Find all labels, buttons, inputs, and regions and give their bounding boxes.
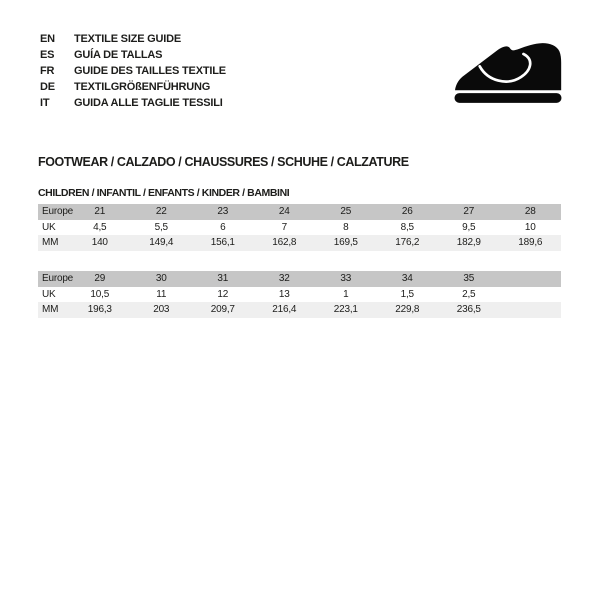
size-cell: 9,5 (438, 219, 500, 235)
size-cell: 13 (253, 286, 315, 302)
category-title: CHILDREN / INFANTIL / ENFANTS / KINDER /… (38, 187, 290, 199)
size-cell: 29 (69, 271, 131, 287)
size-cell: 156,1 (192, 235, 254, 251)
size-cell: 4,5 (69, 219, 131, 235)
size-cell: 5,5 (130, 219, 192, 235)
size-cell: 149,4 (130, 235, 192, 251)
size-cell (499, 271, 561, 287)
size-table-2: Europe 29 30 31 32 33 34 35 UK 10,5 11 12 13 1 1,5 2,5 M… (38, 271, 561, 318)
size-cell: 176,2 (376, 235, 438, 251)
size-cell: 1 (315, 286, 377, 302)
language-row: DE TEXTILGRÖßENFÜHRUNG (40, 79, 226, 95)
size-cell: 25 (315, 204, 377, 220)
size-cell: 216,4 (253, 302, 315, 318)
section-title: FOOTWEAR / CALZADO / CHAUSSURES / SCHUHE… (38, 155, 409, 169)
size-cell: 30 (130, 271, 192, 287)
language-code: DE (40, 81, 55, 93)
size-table-1: Europe 21 22 23 24 25 26 27 28 UK 4,5 5,5 6 7 8 8,5 9,5 1… (38, 204, 561, 251)
language-label: GUIDA ALLE TAGLIE TESSILI (74, 97, 223, 109)
table-row: Europe 21 22 23 24 25 26 27 28 (38, 204, 561, 220)
table-row: Europe 29 30 31 32 33 34 35 (38, 271, 561, 287)
size-cell: 22 (130, 204, 192, 220)
language-row: FR GUIDE DES TAILLES TEXTILE (40, 63, 226, 79)
size-cell: 209,7 (192, 302, 254, 318)
row-label: Europe (38, 271, 73, 287)
size-cell: 8,5 (376, 219, 438, 235)
language-code: EN (40, 33, 55, 45)
size-cell: 21 (69, 204, 131, 220)
row-label: UK (38, 286, 69, 302)
size-cell: 229,8 (376, 302, 438, 318)
size-cell: 23 (192, 204, 254, 220)
size-cell: 34 (376, 271, 438, 287)
size-cell: 7 (253, 219, 315, 235)
row-label: UK (38, 219, 69, 235)
size-cell: 24 (253, 204, 315, 220)
size-cell: 31 (192, 271, 254, 287)
size-cell: 189,6 (499, 235, 561, 251)
language-code: IT (40, 97, 50, 109)
size-cell: 203 (130, 302, 192, 318)
language-row: EN TEXTILE SIZE GUIDE (40, 31, 226, 47)
size-cell: 32 (253, 271, 315, 287)
size-cell: 223,1 (315, 302, 377, 318)
size-cell: 196,3 (69, 302, 131, 318)
language-label: GUÍA DE TALLAS (74, 49, 163, 61)
language-code: ES (40, 49, 55, 61)
row-label: MM (38, 302, 69, 318)
size-cell: 182,9 (438, 235, 500, 251)
language-row: IT GUIDA ALLE TAGLIE TESSILI (40, 95, 226, 111)
table-row: UK 4,5 5,5 6 7 8 8,5 9,5 10 (38, 219, 561, 235)
size-cell: 140 (69, 235, 131, 251)
language-row: ES GUÍA DE TALLAS (40, 47, 226, 63)
size-cell: 26 (376, 204, 438, 220)
size-cell: 2,5 (438, 286, 500, 302)
row-label: MM (38, 235, 69, 251)
size-cell: 28 (499, 204, 561, 220)
size-cell (499, 286, 561, 302)
language-label: TEXTILE SIZE GUIDE (74, 33, 182, 45)
language-label: TEXTILGRÖßENFÜHRUNG (74, 81, 211, 93)
size-cell: 6 (192, 219, 254, 235)
size-cell: 33 (315, 271, 377, 287)
size-cell: 169,5 (315, 235, 377, 251)
size-cell: 10,5 (69, 286, 131, 302)
children-shoe-icon (454, 43, 562, 103)
language-label: GUIDE DES TAILLES TEXTILE (74, 65, 226, 77)
size-cell: 27 (438, 204, 500, 220)
table-row: MM 140 149,4 156,1 162,8 169,5 176,2 182,9 189,6 (38, 235, 561, 251)
size-cell: 35 (438, 271, 500, 287)
size-cell: 10 (499, 219, 561, 235)
size-cell: 8 (315, 219, 377, 235)
row-label: Europe (38, 204, 73, 220)
size-cell: 1,5 (376, 286, 438, 302)
size-cell (499, 302, 561, 318)
size-cell: 12 (192, 286, 254, 302)
table-row: UK 10,5 11 12 13 1 1,5 2,5 (38, 286, 561, 302)
size-cell: 236,5 (438, 302, 500, 318)
language-list: EN TEXTILE SIZE GUIDE ES GUÍA DE TALLAS … (40, 31, 226, 111)
table-row: MM 196,3 203 209,7 216,4 223,1 229,8 236,5 (38, 302, 561, 318)
size-cell: 11 (130, 286, 192, 302)
size-cell: 162,8 (253, 235, 315, 251)
language-code: FR (40, 65, 55, 77)
